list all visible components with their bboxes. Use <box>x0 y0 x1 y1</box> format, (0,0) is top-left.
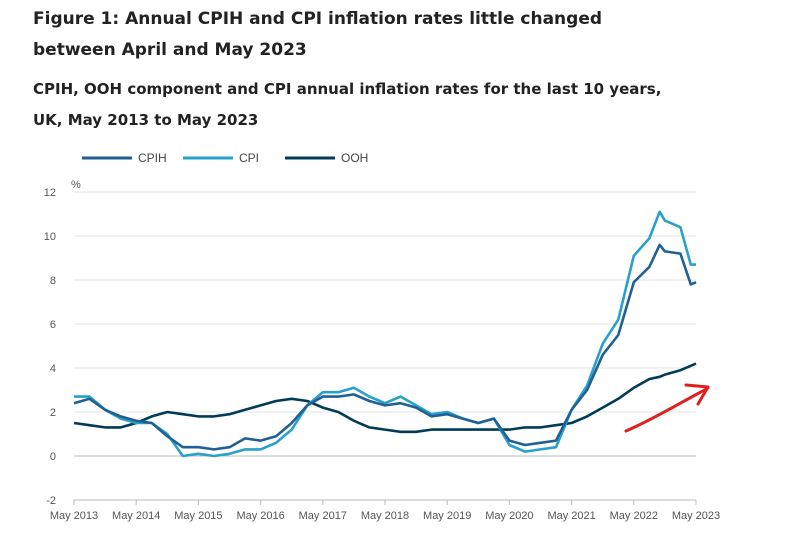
y-tick-label: 6 <box>50 319 56 331</box>
annotation-arrow-shaft <box>624 386 710 433</box>
y-axis: -2 0 2 4 6 8 10 12% <box>44 179 81 507</box>
y-tick-label: 12 <box>44 187 56 199</box>
y-tick-label: 4 <box>50 363 56 375</box>
y-tick-label: 2 <box>50 407 56 419</box>
annotation <box>624 383 710 433</box>
y-tick-label: -2 <box>46 495 56 507</box>
x-tick-label: May 2015 <box>174 510 222 522</box>
x-tick-label: May 2018 <box>361 510 409 522</box>
chart-title-line-1: Figure 1: Annual CPIH and CPI inflation … <box>33 9 603 29</box>
series-line-cpih <box>73 243 697 451</box>
chart-subtitle-line-1: CPIH, OOH component and CPI annual infla… <box>33 80 662 98</box>
x-tick-label: May 2016 <box>236 510 284 522</box>
series-line-ooh <box>73 362 697 434</box>
legend-label-cpi: CPI <box>239 151 259 165</box>
chart-title: Figure 1: Annual CPIH and CPI inflation … <box>33 4 733 66</box>
legend: CPIH CPI OOH <box>82 151 368 165</box>
y-tick-label: 10 <box>44 231 56 243</box>
series-line-cpi <box>74 210 696 458</box>
x-tick-label: May 2014 <box>112 510 160 522</box>
annotation-arrow-head <box>684 383 710 406</box>
chart-subtitle: CPIH, OOH component and CPI annual infla… <box>33 74 733 136</box>
x-axis: May 2013 May 2014 May 2015 May 2016 May 2017… <box>50 499 720 522</box>
x-tick-label: May 2022 <box>610 510 658 522</box>
x-tick-label: May 2020 <box>485 510 533 522</box>
series-lines <box>73 210 697 458</box>
y-axis-unit-label: % <box>71 179 81 191</box>
x-tick-label: May 2013 <box>50 510 98 522</box>
legend-label-ooh: OOH <box>341 151 368 165</box>
x-tick-label: May 2023 <box>672 510 720 522</box>
x-tick-label: May 2017 <box>299 510 347 522</box>
x-tick-label: May 2019 <box>423 510 471 522</box>
chart-subtitle-line-2: UK, May 2013 to May 2023 <box>33 111 259 129</box>
y-tick-label: 8 <box>50 275 56 287</box>
chart-title-line-2: between April and May 2023 <box>33 40 307 60</box>
x-tick-label: May 2021 <box>547 510 595 522</box>
y-tick-label: 0 <box>50 451 56 463</box>
legend-label-cpih: CPIH <box>138 151 167 165</box>
